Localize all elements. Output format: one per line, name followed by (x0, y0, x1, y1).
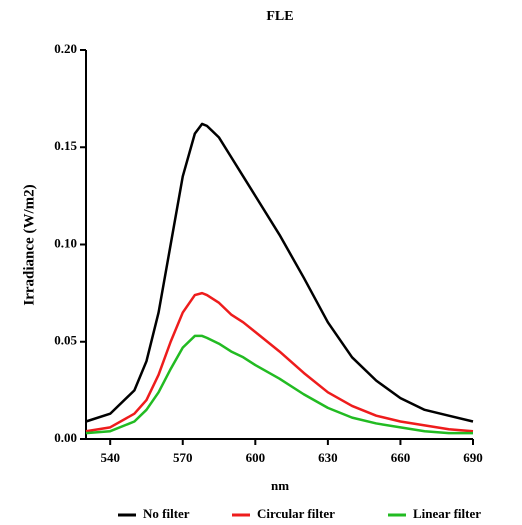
series-line (85, 334, 473, 435)
chart-title: FLE (266, 9, 293, 24)
y-axis-label: Irradiance (W/m2) (21, 184, 37, 305)
legend-label: Linear filter (413, 506, 481, 521)
y-tick-label: 0.10 (54, 235, 77, 250)
series-line (85, 122, 474, 423)
x-tick-label: 690 (463, 450, 483, 465)
x-tick-label: 660 (391, 450, 411, 465)
y-tick-label: 0.20 (54, 41, 77, 56)
x-tick-label: 630 (318, 450, 338, 465)
x-tick-label: 570 (173, 450, 193, 465)
legend-label: Circular filter (257, 506, 335, 521)
x-tick-label: 540 (100, 450, 120, 465)
legend-label: No filter (143, 506, 190, 521)
x-tick-label: 600 (246, 450, 266, 465)
y-tick-label: 0.05 (54, 333, 77, 348)
series-line (85, 291, 474, 433)
x-axis-label: nm (271, 478, 289, 493)
y-tick-label: 0.00 (54, 430, 77, 445)
y-tick-label: 0.15 (54, 138, 77, 153)
